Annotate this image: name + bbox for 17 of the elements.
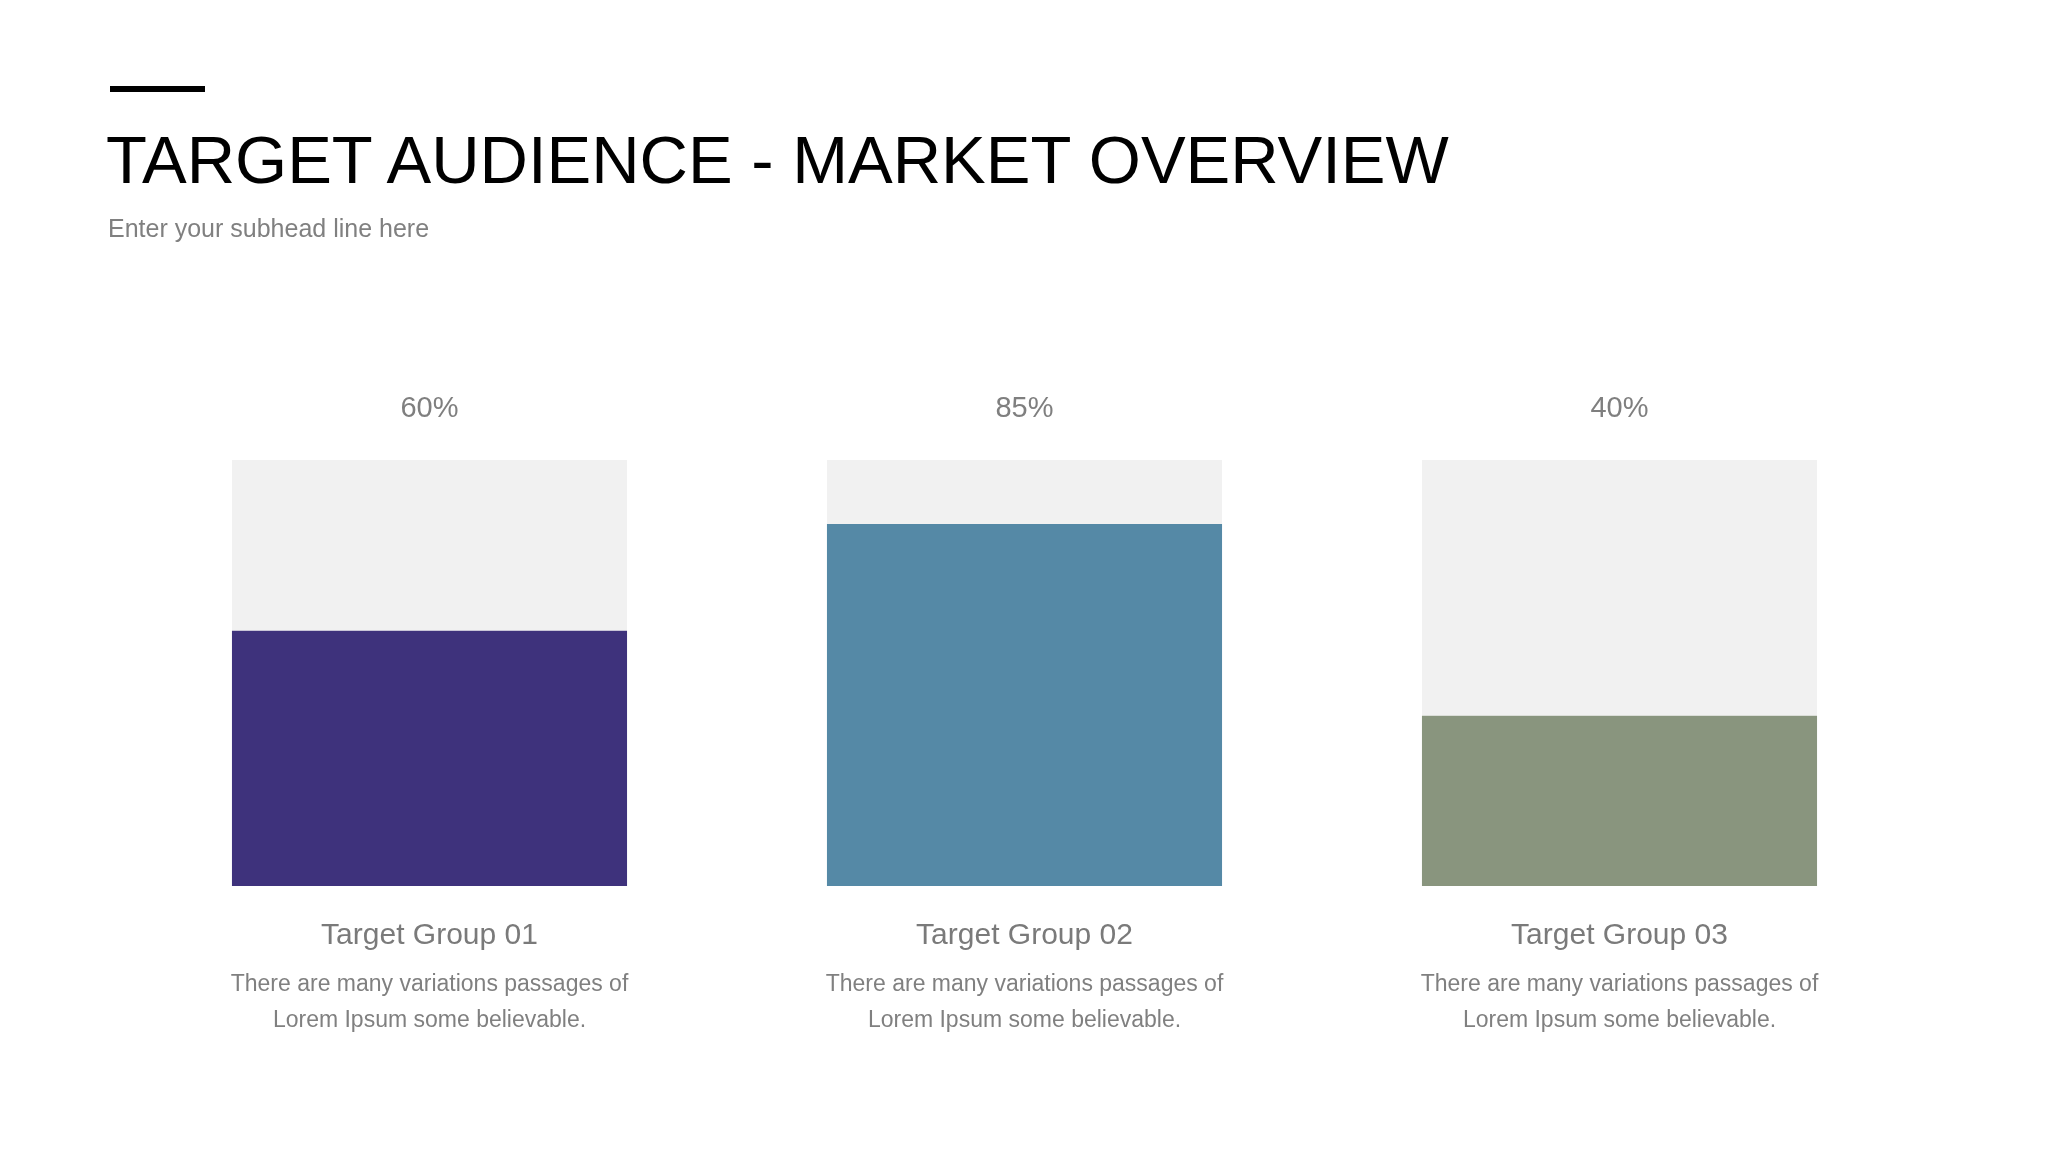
data-label: 40% xyxy=(1590,391,1649,423)
x-tick-label: Target Group 03 xyxy=(1511,916,1728,950)
bar xyxy=(826,460,1223,524)
data-label: 85% xyxy=(995,391,1054,423)
bar xyxy=(826,523,1223,886)
bar xyxy=(231,630,628,886)
text: There are many variations passages of Lorem Ipsum some believable. xyxy=(230,970,629,1032)
bar xyxy=(1421,715,1818,886)
x-tick-label: Target Group 02 xyxy=(916,916,1133,950)
x-tick-label: Target Group 01 xyxy=(321,916,538,950)
bar xyxy=(1421,460,1818,716)
text: There are many variations passages of Lorem Ipsum some believable. xyxy=(825,970,1224,1032)
chart-subtitle: Enter your subhead line here xyxy=(108,214,430,242)
data-label: 60% xyxy=(400,391,459,423)
text: There are many variations passages of Lorem Ipsum some believable. xyxy=(1420,970,1819,1032)
bar xyxy=(231,460,628,631)
chart-title: TARGET AUDIENCE - MARKET OVERVIEW xyxy=(106,122,1449,197)
